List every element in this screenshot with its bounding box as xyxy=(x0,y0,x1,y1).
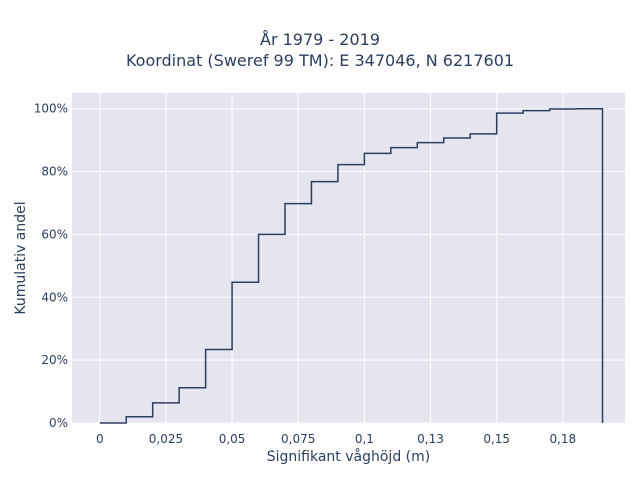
x-tick-label: 0,05 xyxy=(219,432,246,446)
x-tick-label: 0,13 xyxy=(417,432,444,446)
y-axis-label: Kumulativ andel xyxy=(13,201,29,314)
x-tick-label: 0 xyxy=(96,432,104,446)
y-tick-label: 20% xyxy=(41,353,68,367)
x-axis-label: Signifikant våghöjd (m) xyxy=(267,448,430,465)
y-tick-labels: 0% 20% 40% 60% 80% 100% xyxy=(34,102,68,430)
x-tick-label: 0,15 xyxy=(483,432,510,446)
grid-lines xyxy=(72,93,625,424)
x-tick-label: 0,075 xyxy=(281,432,315,446)
y-tick-label: 60% xyxy=(41,227,68,241)
chart-title: År 1979 - 2019 xyxy=(260,30,380,49)
y-tick-label: 0% xyxy=(49,416,68,430)
x-tick-label: 0,1 xyxy=(355,432,374,446)
y-tick-label: 40% xyxy=(41,290,68,304)
x-tick-label: 0,18 xyxy=(549,432,576,446)
y-tick-label: 80% xyxy=(41,165,68,179)
cumulative-step-line xyxy=(99,107,604,424)
plot-background xyxy=(72,93,625,423)
series-layer xyxy=(99,107,604,424)
x-tick-labels: 0 0,025 0,05 0,075 0,1 0,13 0,15 0,18 xyxy=(96,432,576,446)
x-tick-label: 0,025 xyxy=(149,432,183,446)
chart-subtitle: Koordinat (Sweref 99 TM): E 347046, N 62… xyxy=(125,51,515,70)
y-tick-label: 100% xyxy=(34,102,68,116)
